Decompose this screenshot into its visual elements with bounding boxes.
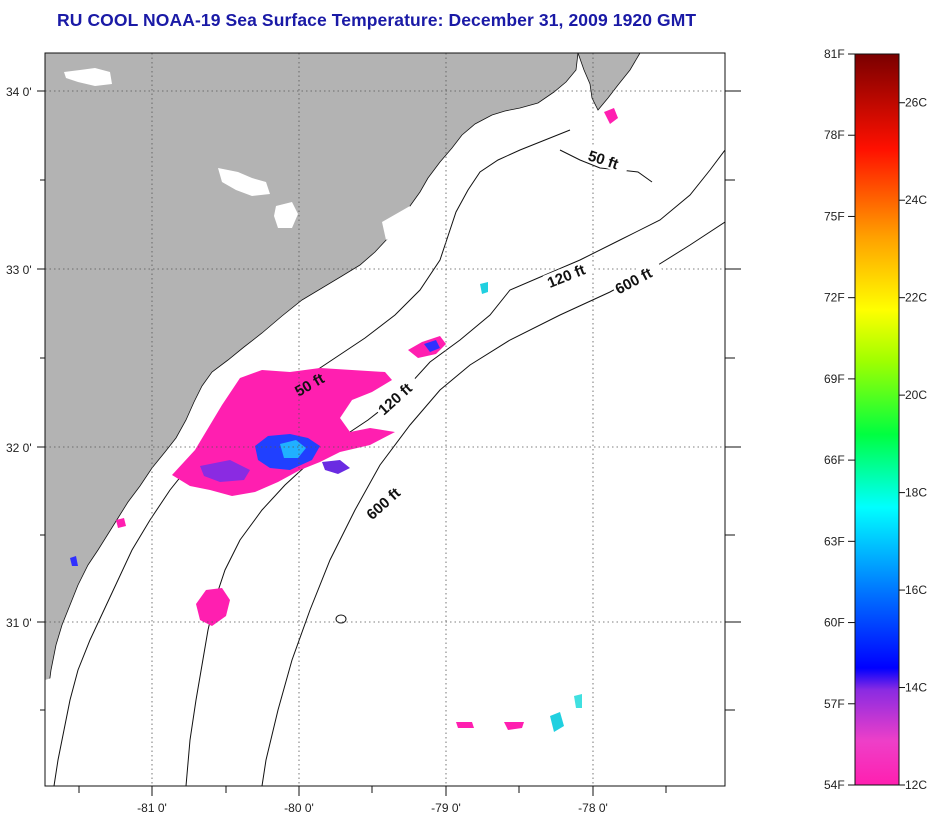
lat-label-31: 31 0' — [6, 616, 32, 630]
sst-patch-coast-blue — [70, 556, 78, 566]
sst-patch-cyan-north — [480, 282, 488, 294]
sst-patch-ne-blue — [424, 340, 440, 352]
sst-patch-far-south — [456, 722, 474, 728]
colorbar-c-label: 18C — [905, 486, 927, 500]
lon-label-79: -79 0' — [431, 801, 461, 815]
colorbar-c-label: 24C — [905, 193, 927, 207]
frame-ticks — [37, 90, 741, 796]
colorbar-f-label: 54F — [824, 778, 845, 792]
lon-label-80: -80 0' — [284, 801, 314, 815]
land-northeast — [577, 53, 641, 111]
sst-patch-cyan-core — [280, 440, 306, 458]
colorbar-f-label: 57F — [824, 697, 845, 711]
map-title: RU COOL NOAA-19 Sea Surface Temperature:… — [57, 10, 697, 30]
lake-5 — [45, 676, 64, 770]
land-mass — [45, 53, 579, 721]
colorbar-f-label: 72F — [824, 291, 845, 305]
colorbar-f-label: 75F — [824, 209, 845, 223]
colorbar-c-label: 22C — [905, 291, 927, 305]
colorbar-labels: 81F 78F 75F 72F 69F 66F 63F 60F 57F 54F 26C 24C 22C 2… — [824, 47, 927, 792]
lake-2 — [218, 168, 270, 196]
sst-patch-far-south-2 — [504, 722, 524, 730]
sst-patch-violet-east — [322, 460, 350, 474]
sst-patch-south — [196, 588, 230, 626]
colorbar-ticks — [848, 53, 905, 786]
lat-label-33: 33 0' — [6, 263, 32, 277]
sst-patch-cyan-south — [550, 712, 564, 732]
sst-patch-violet-edge — [200, 460, 250, 482]
colorbar-f-label: 60F — [824, 616, 845, 630]
lon-label-81: -81 0' — [137, 801, 167, 815]
colorbar-c-label: 16C — [905, 583, 927, 597]
colorbar-c-label: 12C — [905, 778, 927, 792]
lat-label-34: 34 0' — [6, 85, 32, 99]
lake-1 — [64, 68, 112, 86]
map-frame — [44, 52, 726, 787]
grid-lines — [45, 53, 725, 786]
sst-patch-coast-ne — [604, 108, 618, 124]
colorbar — [854, 53, 900, 786]
contour-600ft-island — [335, 614, 347, 624]
lake-3 — [274, 202, 298, 228]
contour-120ft-line — [185, 149, 725, 786]
sst-patch-cyan-south-2 — [574, 694, 582, 708]
colorbar-f-label: 63F — [824, 534, 845, 548]
colorbar-c-label: 14C — [905, 681, 927, 695]
colorbar-c-label: 20C — [905, 388, 927, 402]
lake-4 — [382, 206, 412, 240]
lon-label-78: -78 0' — [578, 801, 608, 815]
colorbar-f-label: 66F — [824, 453, 845, 467]
colorbar-f-label: 81F — [824, 47, 845, 61]
colorbar-f-label: 69F — [824, 372, 845, 386]
lat-label-32: 32 0' — [6, 441, 32, 455]
sst-patch-coast-mid — [116, 518, 126, 528]
colorbar-c-label: 26C — [905, 96, 927, 110]
colorbar-f-label: 78F — [824, 128, 845, 142]
